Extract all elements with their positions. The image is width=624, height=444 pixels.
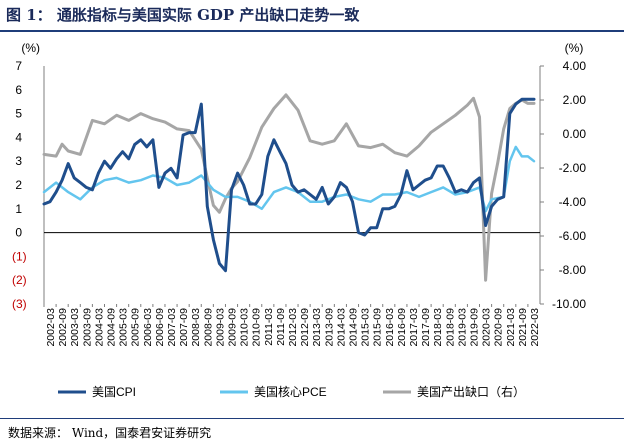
x-tick-label: 2017-09	[420, 308, 432, 347]
chart: (%) 7 6 5 4 3 2 1 0 (1) (2) (3) (%) 4.00 2.00 0.00 -2.0…	[12, 41, 587, 399]
y-left-tick-label: 7	[15, 59, 22, 73]
x-tick-label: 2014-09	[347, 308, 359, 347]
y-right-tick-label: 0.00	[563, 127, 587, 141]
x-tick-label: 2018-03	[432, 308, 444, 347]
x-tick-label: 2012-09	[299, 308, 311, 347]
x-tick-label: 2015-03	[360, 308, 372, 347]
plot-lines	[42, 93, 536, 282]
x-tick-label: 2011-09	[275, 308, 287, 346]
x-tick-label: 2002-09	[57, 308, 69, 347]
y-left-tick-label: 4	[15, 130, 22, 144]
source-note: 数据来源： Wind，国泰君安证券研究	[8, 426, 212, 440]
x-tick-label: 2007-09	[178, 308, 190, 347]
x-tick-label: 2010-03	[239, 308, 251, 347]
x-tick-label: 2009-09	[227, 308, 239, 347]
y-left-tick-label: 3	[15, 154, 22, 168]
x-tick-label: 2017-03	[408, 308, 420, 347]
x-tick-label: 2002-03	[45, 308, 57, 347]
y-left-tick-label: 2	[15, 178, 22, 192]
x-tick-label: 2022-03	[529, 308, 541, 347]
y-right-tick-label: -4.00	[559, 195, 587, 209]
y-left-unit: (%)	[21, 41, 40, 55]
x-tick-label: 2016-09	[396, 308, 408, 347]
x-tick-label: 2003-09	[81, 308, 93, 347]
x-tick-label: 2006-09	[154, 308, 166, 347]
legend-item-output-gap-label: 美国产出缺口（右）	[417, 384, 525, 399]
y-right-tick-label: -10.00	[552, 297, 586, 311]
y-left-tick-label: (3)	[12, 297, 27, 311]
x-tick-label: 2019-09	[468, 308, 480, 347]
y-right-tick-label: -2.00	[559, 161, 587, 175]
x-tick-label: 2016-03	[384, 308, 396, 347]
y-left-tick-label: 6	[15, 83, 22, 97]
x-tick-label: 2005-03	[118, 308, 130, 347]
x-tick-label: 2020-03	[481, 308, 493, 347]
x-axis: 2002-03 2002-09 2003-03 2003-09 2004-03 2004-…	[43, 232, 541, 347]
x-tick-label: 2004-03	[93, 308, 105, 347]
x-tick-label: 2007-03	[166, 308, 178, 347]
x-tick-label: 2005-09	[130, 308, 142, 347]
x-tick-label: 2015-09	[372, 308, 384, 347]
x-tick-label: 2009-03	[214, 308, 226, 347]
y-right-tick-label: 4.00	[563, 59, 587, 73]
x-tick-label: 2020-09	[493, 308, 505, 347]
x-tick-label: 2012-03	[287, 308, 299, 347]
title-rule	[0, 30, 624, 32]
x-tick-label: 2013-09	[323, 308, 335, 347]
x-tick-label: 2003-03	[69, 308, 81, 347]
legend-item-cpi-label: 美国CPI	[92, 385, 136, 399]
x-tick-label: 2021-03	[505, 308, 517, 347]
x-tick-label: 2018-09	[444, 308, 456, 347]
x-tick-label: 2008-03	[190, 308, 202, 347]
x-tick-label: 2010-09	[251, 308, 263, 347]
y-left-tick-label: 5	[15, 107, 22, 121]
x-tick-label: 2013-03	[311, 308, 323, 347]
legend-item-core-pce-label: 美国核心PCE	[254, 385, 327, 399]
y-left-tick-label: 0	[15, 226, 22, 240]
x-tick-label: 2021-09	[517, 308, 529, 347]
y-right-axis: (%) 4.00 2.00 0.00 -2.00 -4.00 -6.00 -8.00 -10.0…	[539, 41, 587, 311]
series-line-cpi	[42, 97, 536, 273]
y-left-tick-label: (1)	[12, 249, 27, 263]
series-line-output-gap	[42, 93, 536, 282]
x-tick-label: 2004-09	[106, 308, 118, 347]
legend: 美国CPI 美国核心PCE 美国产出缺口（右）	[58, 384, 525, 399]
x-tick-label: 2019-03	[456, 308, 468, 347]
y-right-tick-label: -6.00	[559, 229, 587, 243]
x-tick-label: 2014-03	[335, 308, 347, 347]
figure-title: 图 1： 通胀指标与美国实际 GDP 产出缺口走势一致	[6, 6, 360, 24]
y-left-tick-label: (2)	[12, 273, 27, 287]
y-right-unit: (%)	[565, 41, 584, 55]
y-left-axis: (%) 7 6 5 4 3 2 1 0 (1) (2) (3)	[12, 41, 45, 311]
y-right-tick-label: -8.00	[559, 263, 587, 277]
x-tick-label: 2011-03	[263, 308, 275, 346]
x-tick-label: 2006-03	[142, 308, 154, 347]
y-left-tick-label: 1	[15, 202, 22, 216]
x-tick-label: 2008-09	[202, 308, 214, 347]
footer-rule	[0, 418, 624, 419]
y-right-tick-label: 2.00	[563, 93, 587, 107]
